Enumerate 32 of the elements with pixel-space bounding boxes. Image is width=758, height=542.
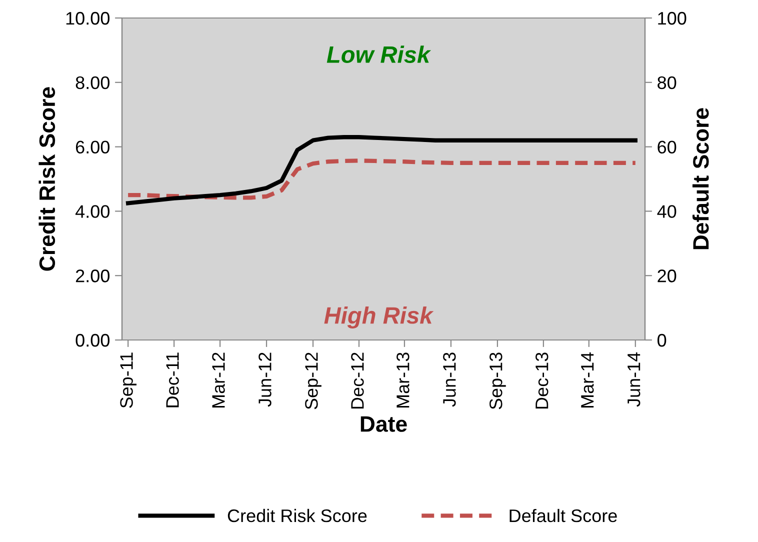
x-tick-label: Sep-11 <box>120 352 136 408</box>
x-tick-label: Mar-13 <box>396 352 410 408</box>
legend-label: Default Score <box>510 508 617 522</box>
y2-tick-label: 40 <box>657 205 676 218</box>
legend-label: Credit Risk Score <box>228 508 367 522</box>
x-tick-label: Mar-12 <box>212 352 225 408</box>
annotation: Low Risk <box>326 46 432 63</box>
x-axis-title: Date <box>360 416 407 432</box>
x-tick-label: Dec-12 <box>351 352 364 409</box>
annotation: High Risk <box>324 306 434 328</box>
y-tick-label: 2.00 <box>76 270 110 282</box>
x-tick-label: Jun-12 <box>258 352 272 407</box>
y2-tick-label: 0 <box>658 334 666 347</box>
x-tick-label: Mar-14 <box>581 352 594 408</box>
y2-tick-label: 100 <box>658 12 686 25</box>
y2-axis-title: Default Score <box>692 108 709 250</box>
y-axis-title: Credit Risk Score <box>38 87 56 271</box>
x-tick-label: Jun-13 <box>443 352 456 407</box>
x-tick-label: Sep-12 <box>305 352 322 410</box>
y-tick-label: 0.00 <box>76 334 110 347</box>
y-tick-label: 4.00 <box>75 205 110 218</box>
y2-tick-label: 80 <box>658 76 676 90</box>
line-series <box>126 135 638 206</box>
y-tick-label: 8.00 <box>76 76 110 90</box>
y-tick-label: 10.00 <box>66 12 110 25</box>
x-tick-label: Sep-13 <box>490 352 506 410</box>
x-tick-label: Jun-14 <box>628 352 640 407</box>
y2-tick-label: 60 <box>658 140 676 154</box>
y2-tick-label: 20 <box>658 270 676 282</box>
x-tick-label: Dec-13 <box>535 352 548 409</box>
x-tick-label: Dec-11 <box>166 352 179 408</box>
y-tick-label: 6.00 <box>76 140 110 154</box>
